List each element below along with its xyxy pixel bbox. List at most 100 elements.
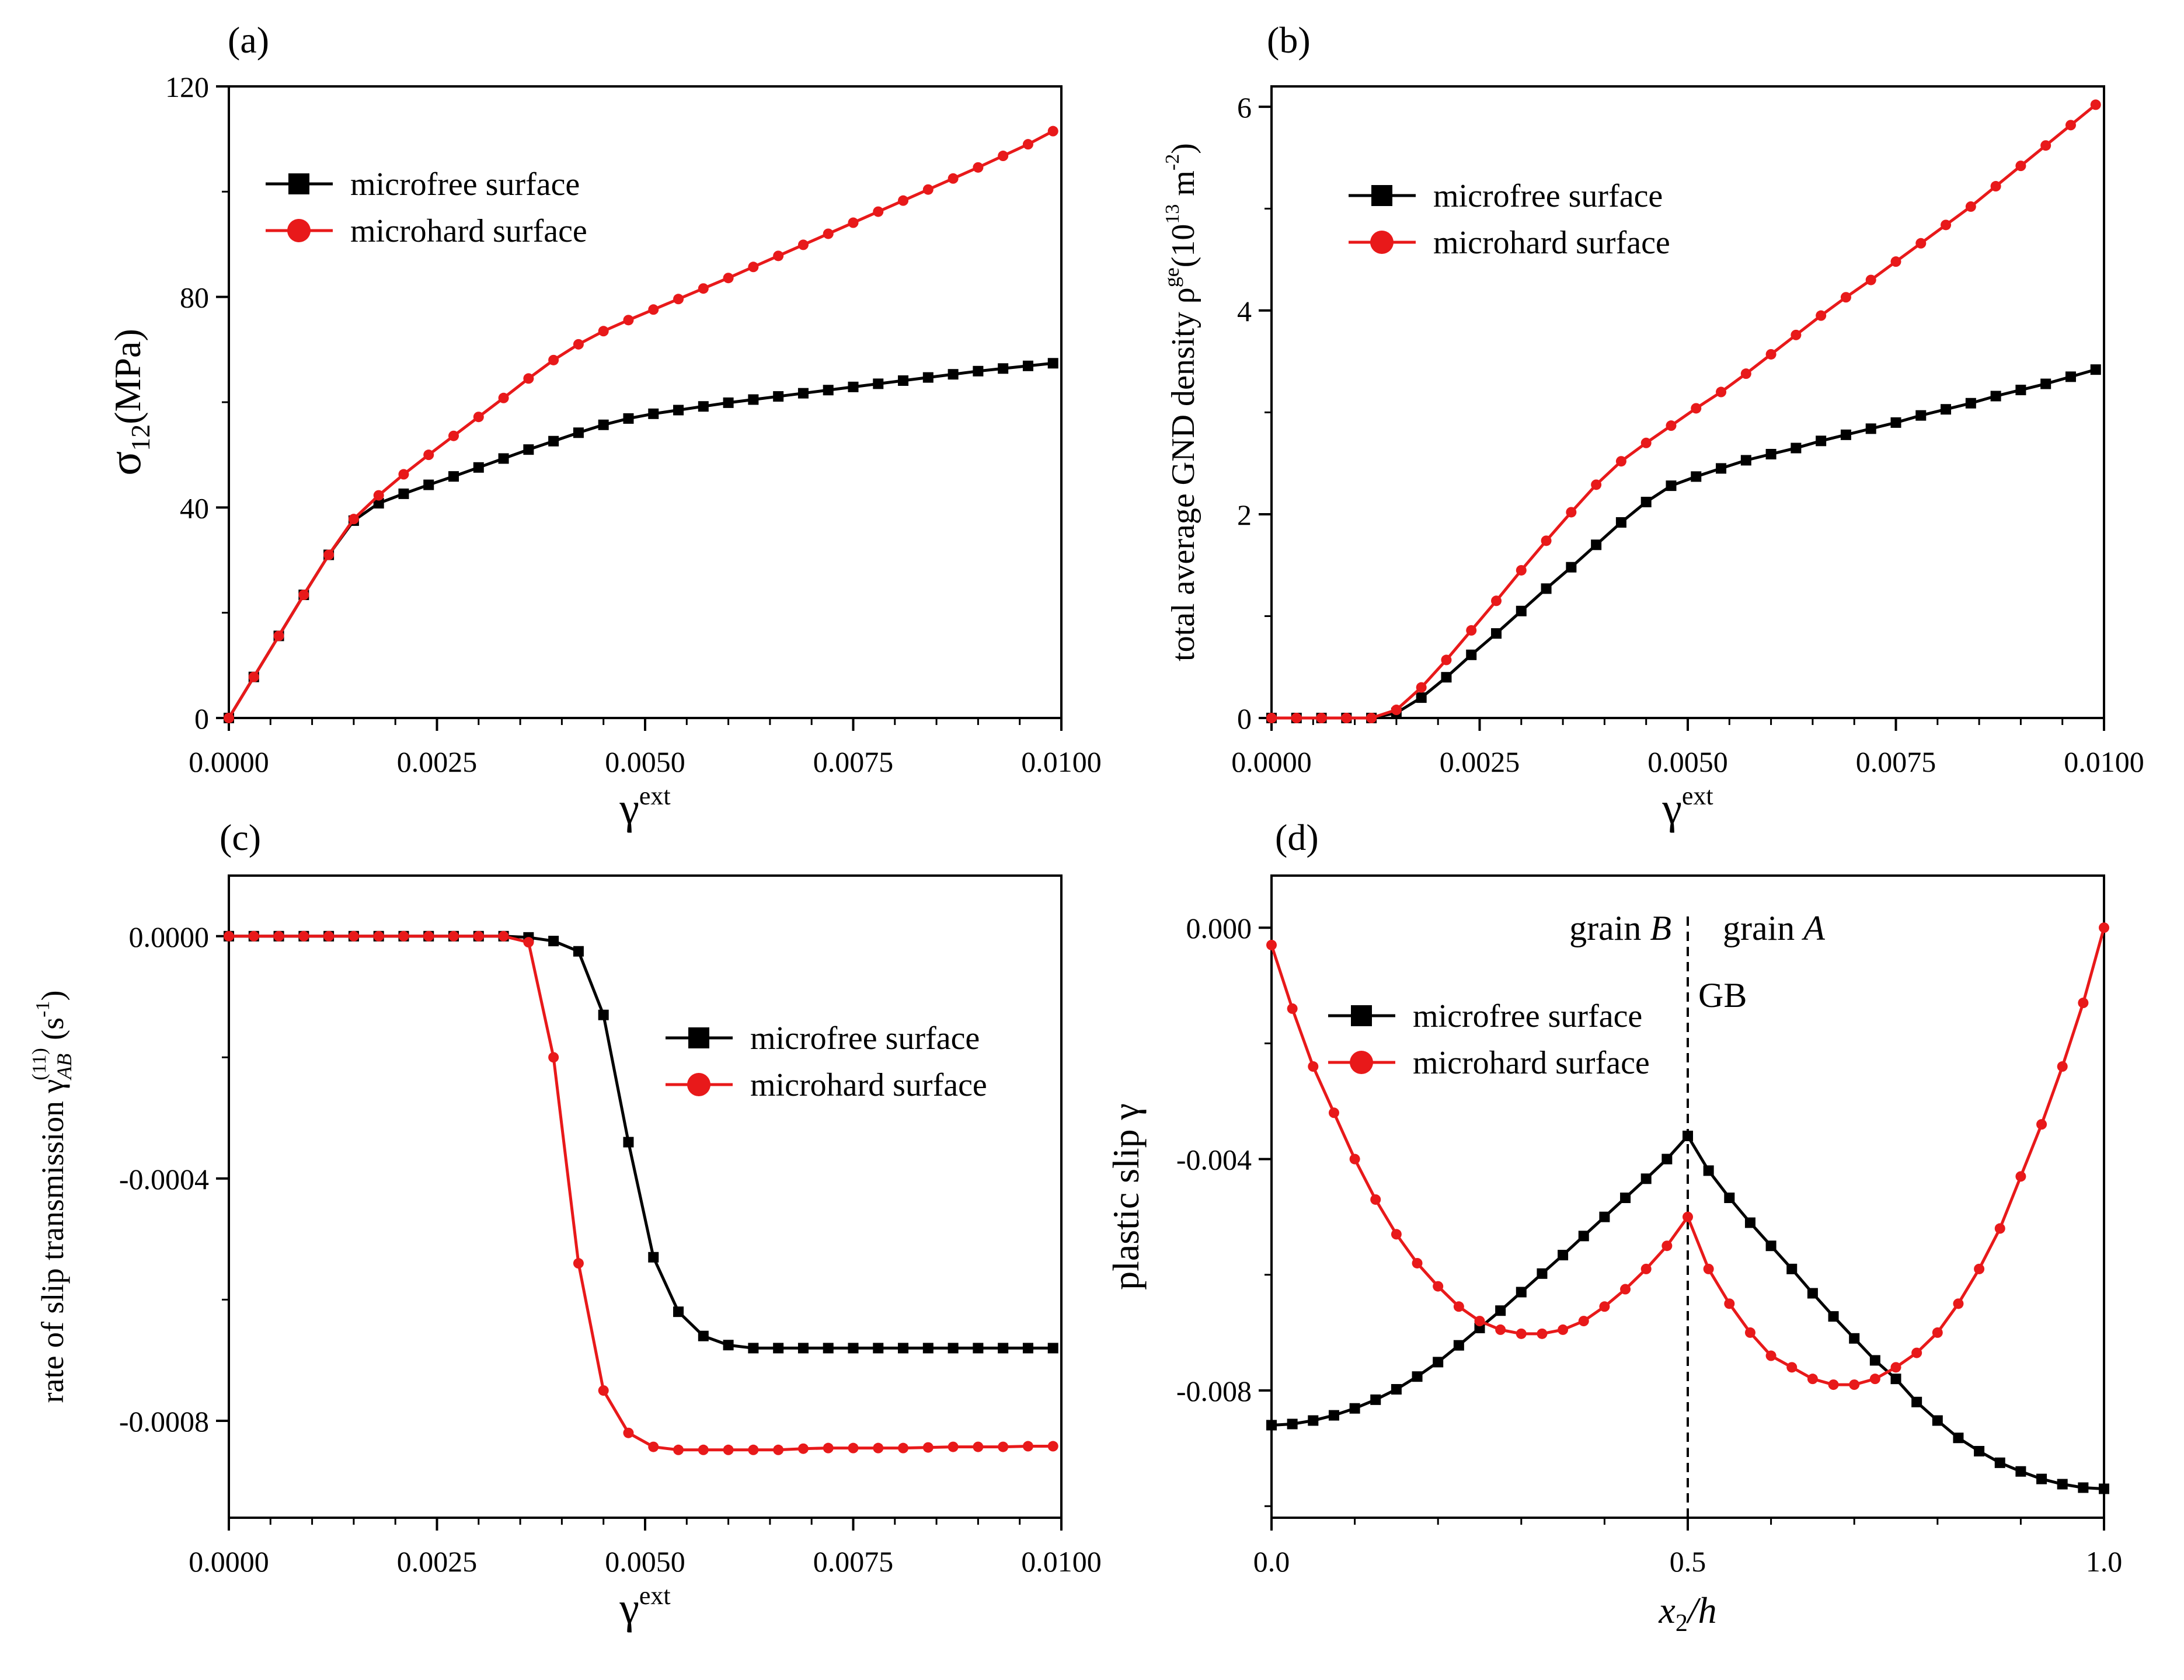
data-point-square [823, 1343, 834, 1354]
data-point-circle [273, 930, 284, 942]
data-point-circle [1865, 274, 1876, 285]
legend-label-microfree: microfree surface [750, 1020, 980, 1057]
x-tick-label: 0.0000 [189, 745, 269, 778]
data-point-circle [1807, 1374, 1818, 1385]
data-point-square [1266, 1420, 1277, 1431]
data-point-circle [823, 228, 834, 239]
data-point-circle [1328, 1107, 1339, 1118]
legend-square-marker [688, 1027, 709, 1048]
data-point-circle [298, 930, 309, 942]
data-point-square [1990, 391, 2001, 402]
data-point-square [973, 365, 984, 377]
data-point-circle [623, 1427, 634, 1438]
data-point-square [673, 1306, 684, 1317]
x-tick-label: 0.0100 [1021, 745, 1102, 778]
data-point-circle [423, 449, 434, 461]
data-point-square [898, 1343, 909, 1354]
y-axis-label-tail: (MPa) [107, 329, 148, 424]
data-point-circle [922, 184, 933, 195]
data-point-circle [1911, 1347, 1922, 1358]
data-point-circle [1974, 1263, 1985, 1274]
data-point-square [1740, 455, 1751, 466]
data-point-circle [1703, 1263, 1714, 1274]
data-point-circle [548, 354, 559, 365]
data-point-circle [1558, 1324, 1569, 1335]
data-point-circle [598, 326, 609, 337]
data-point-circle [548, 1052, 559, 1063]
data-point-circle [1474, 1316, 1485, 1327]
data-point-circle [1890, 256, 1901, 267]
data-point-circle [1691, 403, 1702, 414]
data-point-circle [1724, 1298, 1735, 1309]
data-point-circle [922, 1442, 933, 1453]
data-point-square [948, 1343, 959, 1354]
gb-label: GB [1698, 976, 1747, 1015]
data-point-circle [1308, 1061, 1319, 1072]
data-point-circle [1640, 437, 1652, 448]
legend-label-microhard: microhard surface [1433, 225, 1670, 261]
data-point-square [1765, 449, 1777, 460]
data-point-square [973, 1343, 984, 1354]
x-axis-label-main: γ [619, 784, 639, 833]
data-point-circle [1849, 1379, 1860, 1390]
data-point-circle [2090, 99, 2101, 110]
data-point-circle [573, 1258, 584, 1269]
data-point-circle [1516, 1328, 1527, 1339]
data-point-square [1765, 1240, 1777, 1252]
x-axis-label: γext [619, 1581, 670, 1633]
data-point-circle [1391, 1229, 1402, 1240]
data-point-circle [1791, 329, 1802, 340]
panel-label: (b) [1267, 19, 1311, 61]
data-point-square [1433, 1357, 1444, 1368]
data-point-circle [1370, 1194, 1381, 1205]
data-point-circle [1441, 654, 1452, 665]
legend-square-marker [288, 173, 309, 194]
data-point-circle [1391, 705, 1402, 716]
legend-label-microfree: microfree surface [1433, 178, 1663, 214]
data-point-circle [1266, 939, 1277, 950]
data-point-square [1849, 1333, 1860, 1344]
data-point-square [1391, 1384, 1402, 1395]
data-point-circle [1740, 368, 1751, 379]
data-point-square [648, 1252, 659, 1263]
y-tick-label: 40 [180, 492, 209, 524]
data-point-square [998, 1343, 1009, 1354]
panel-d: 0.0 0.5 1.0 0.000 -0.004 -0.008 (d) x2/h plastic… [1105, 817, 2122, 1637]
data-point-circle [2036, 1119, 2047, 1130]
data-point-square [1840, 429, 1851, 440]
data-point-circle [1941, 219, 1952, 231]
data-point-square [873, 1343, 884, 1354]
y-axis-label-tail: (10 [1165, 224, 1201, 268]
x-tick-label: 0.0050 [605, 1545, 685, 1578]
data-point-circle [1316, 713, 1327, 723]
data-point-square [1022, 360, 1033, 371]
data-point-square [1537, 1268, 1548, 1279]
data-point-circle [1840, 292, 1851, 303]
data-point-square [2036, 1473, 2047, 1484]
data-point-square [1911, 1396, 1922, 1407]
data-point-circle [673, 294, 684, 305]
data-point-square [1941, 404, 1952, 415]
data-point-circle [224, 713, 234, 723]
legend: microfree surface microhard surface [1328, 998, 1650, 1081]
data-point-circle [1266, 713, 1277, 723]
data-point-square [373, 498, 384, 509]
series-line-microfree [1272, 368, 2096, 720]
data-point-square [1890, 417, 1901, 428]
y-axis-label-sup: ge [1160, 267, 1183, 287]
data-point-square [773, 391, 784, 402]
data-point-circle [1433, 1281, 1444, 1292]
data-point-circle [973, 162, 984, 173]
data-point-square [1591, 539, 1602, 550]
data-point-circle [723, 273, 734, 284]
data-point-circle [373, 490, 384, 501]
x-tick-label: 0.0100 [1021, 1545, 1102, 1578]
data-point-square [2078, 1482, 2089, 1493]
y-axis-label-main: rate of slip transmission γ [35, 1079, 70, 1403]
data-point-square [1640, 497, 1652, 508]
panel-label: (a) [228, 19, 269, 61]
y-tick-label: -0.004 [1176, 1144, 1252, 1176]
data-point-circle [1537, 1328, 1548, 1339]
data-point-circle [1291, 713, 1302, 723]
grain-b-word: grain [1569, 909, 1650, 947]
